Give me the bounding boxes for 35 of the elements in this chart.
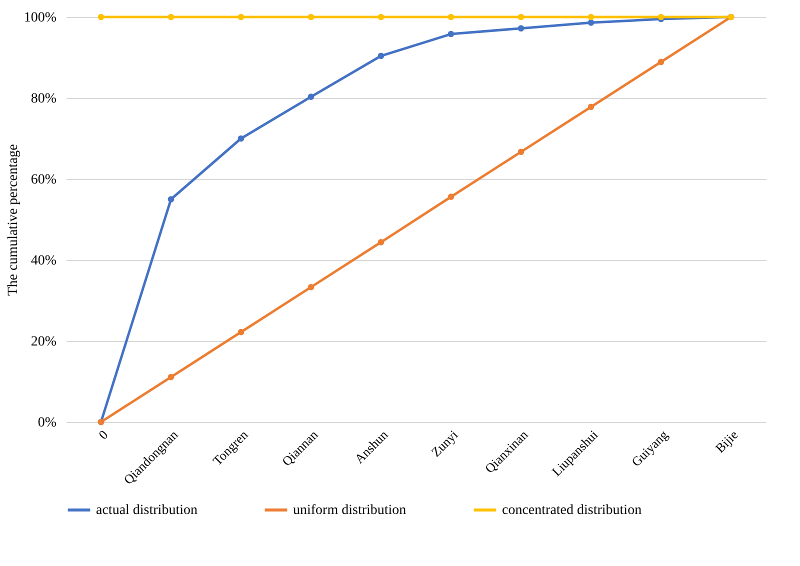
- y-tick-label: 100%: [24, 10, 57, 26]
- y-axis-title: The cumulative percentage: [6, 144, 21, 296]
- point: [518, 148, 524, 156]
- legend-label: concentrated distribution: [502, 503, 642, 518]
- point: [168, 374, 174, 380]
- point: [378, 239, 384, 246]
- point: [378, 14, 384, 20]
- legend-label: actual distribution: [96, 503, 198, 518]
- point: [378, 52, 384, 60]
- point: [518, 14, 524, 20]
- y-tick-label: 20%: [30, 334, 57, 350]
- x-tick-label: Bijie: [712, 426, 741, 456]
- point: [308, 94, 314, 100]
- y-tick-label: 60%: [30, 172, 57, 188]
- point: [308, 284, 314, 290]
- point: [308, 14, 314, 20]
- y-tick-label: 0%: [38, 416, 57, 430]
- point: [448, 194, 454, 200]
- x-tick-label: 0: [95, 427, 111, 442]
- point: [238, 135, 244, 142]
- y-tick-label: 40%: [30, 254, 57, 268]
- point: [238, 14, 244, 20]
- point: [448, 30, 454, 38]
- point: [588, 20, 594, 26]
- point: [98, 14, 104, 20]
- legend-label: uniform distribution: [293, 503, 406, 518]
- point: [588, 14, 594, 20]
- y-tick-label: 80%: [30, 92, 57, 106]
- point: [448, 14, 454, 20]
- point: [518, 25, 524, 32]
- point: [588, 104, 594, 110]
- point: [168, 14, 174, 20]
- point: [238, 328, 244, 336]
- point: [658, 58, 664, 66]
- point: [168, 196, 174, 202]
